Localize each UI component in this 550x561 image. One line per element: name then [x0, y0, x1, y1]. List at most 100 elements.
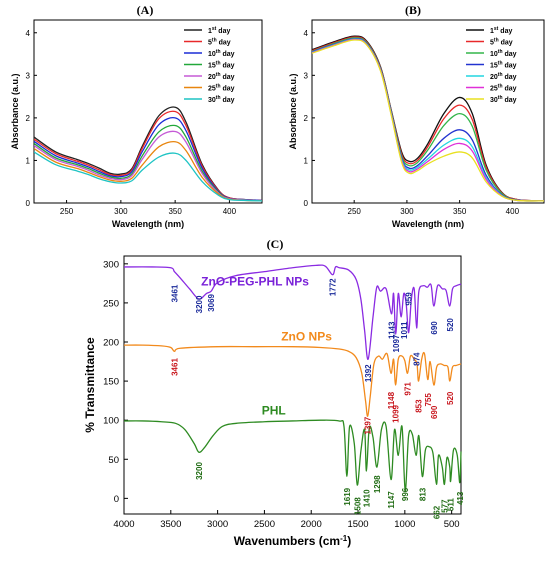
- y-tick-label: 4: [26, 29, 31, 38]
- peak-label-zno: 971: [404, 382, 413, 396]
- peak-label-phl: 1410: [362, 489, 371, 507]
- legend-entry: 15th day: [490, 61, 517, 70]
- peak-label-phl: 1619: [343, 487, 352, 505]
- y-tick-label: 2: [26, 114, 31, 123]
- series-line-7: [34, 151, 262, 202]
- y-tick-label: 50: [108, 455, 119, 466]
- series-line-1: [312, 35, 544, 202]
- peak-label-phl: 662: [432, 505, 441, 519]
- peak-label-zno: 1397: [364, 416, 373, 434]
- peak-label-zpp: 3461: [170, 284, 179, 302]
- y-axis-title: % Transmittance: [83, 337, 97, 433]
- x-tick-label: 350: [453, 207, 467, 216]
- y-tick-label: 1: [304, 156, 309, 165]
- x-tick-label: 500: [444, 519, 460, 530]
- peak-label-phl: 577: [440, 499, 449, 513]
- panel-label-b: (B): [405, 3, 421, 17]
- series-name-label: PHL: [262, 404, 286, 418]
- peak-label-zpp: 959: [405, 292, 414, 306]
- peak-label-zno: 853: [415, 399, 424, 413]
- peak-label-phl: 511: [447, 498, 456, 511]
- peak-label-phl: 1147: [387, 491, 396, 509]
- series-line-3: [312, 37, 544, 202]
- series-line-6: [34, 140, 262, 202]
- y-tick-label: 100: [103, 416, 119, 427]
- y-tick-label: 150: [103, 377, 119, 388]
- peak-label-zpp: 3200: [195, 295, 204, 313]
- x-tick-label: 2500: [254, 519, 275, 530]
- series-line-7: [312, 39, 544, 202]
- series-line-1: [34, 106, 262, 202]
- peak-label-zno: 1148: [387, 391, 396, 409]
- y-tick-label: 0: [304, 199, 309, 208]
- y-axis-title: Absorbance (a.u.): [288, 73, 298, 149]
- legend-entry: 20th day: [490, 72, 517, 81]
- peak-label-zno: 755: [424, 393, 433, 407]
- x-axis-title: Wavenumbers (cm-1): [234, 534, 351, 549]
- peak-label-zpp: 1097: [392, 334, 401, 352]
- x-tick-label: 350: [168, 207, 182, 216]
- series-name-label: ZnO-PEG-PHL NPs: [201, 275, 309, 289]
- peak-label-phl: 3200: [195, 462, 204, 480]
- y-tick-label: 2: [304, 114, 309, 123]
- x-tick-label: 300: [114, 207, 128, 216]
- peak-label-phl: 813: [418, 487, 427, 501]
- x-axis-title: Wavelength (nm): [112, 219, 184, 229]
- peak-label-zno: 3461: [170, 358, 179, 376]
- y-tick-label: 300: [103, 259, 119, 270]
- series-line-2: [312, 36, 544, 202]
- chart-c: 4000 3500 3000 2500 2000 1500 1000 500 0 50 100 150…: [83, 255, 465, 549]
- plot-frame: [311, 19, 545, 204]
- panel-label-a: (A): [137, 3, 154, 17]
- peak-label-zpp: 3069: [207, 293, 216, 311]
- series-line-2: [34, 110, 262, 202]
- peak-label-phl: 1508: [353, 497, 362, 515]
- peak-label-phl: 996: [401, 487, 410, 501]
- peak-label-zpp: 520: [446, 318, 455, 332]
- legend-entry: 20th day: [208, 72, 235, 81]
- peak-label-zpp: 690: [430, 321, 439, 335]
- legend-entry: 30th day: [490, 95, 517, 104]
- legend-entry: 1st day: [490, 26, 512, 35]
- peak-label-zno: 1099: [392, 404, 401, 422]
- legend-entry: 25th day: [490, 84, 517, 93]
- peak-label-zno: 520: [446, 391, 455, 405]
- y-tick-label: 3: [26, 71, 31, 80]
- x-tick-label: 4000: [113, 519, 134, 530]
- x-tick-label: 400: [506, 207, 520, 216]
- x-tick-label: 1000: [394, 519, 415, 530]
- x-axis-title: Wavelength (nm): [392, 219, 464, 229]
- panel-label-c: (C): [267, 237, 284, 251]
- legend-entry: 25th day: [208, 84, 235, 93]
- plot-frame: [123, 255, 462, 515]
- y-tick-label: 4: [304, 29, 309, 38]
- peak-label-zpp: 874: [413, 352, 422, 366]
- legend-entry: 30th day: [208, 95, 235, 104]
- x-tick-label: 1500: [347, 519, 368, 530]
- y-tick-label: 0: [114, 494, 119, 505]
- chart-a: 250 300 350 400 0 1 2 3 4 Wavelength (nm) Absorban…: [10, 19, 263, 229]
- legend-entry: 5th day: [208, 38, 231, 47]
- legend-entry: 5th day: [490, 38, 513, 47]
- peak-label-zno: 690: [430, 405, 439, 419]
- legend-entry: 15th day: [208, 61, 235, 70]
- chart-b: 250 300 350 400 0 1 2 3 4 Wavelength (nm) Absorban…: [288, 19, 545, 229]
- ftir-series-1: [123, 264, 462, 360]
- ftir-series-3: [123, 419, 462, 492]
- y-axis-title: Absorbance (a.u.): [10, 73, 20, 149]
- peak-label-phl: 1298: [373, 475, 382, 493]
- legend-entry: 1st day: [208, 26, 230, 35]
- peak-label-zpp: 1143: [387, 321, 396, 339]
- plot-frame: [33, 19, 263, 204]
- x-tick-label: 300: [400, 207, 414, 216]
- peak-label-phl: 413: [456, 491, 465, 505]
- x-tick-label: 250: [348, 207, 362, 216]
- x-tick-label: 2000: [301, 519, 322, 530]
- series-name-label: ZnO NPs: [281, 329, 332, 343]
- x-tick-label: 3500: [160, 519, 181, 530]
- x-tick-label: 400: [223, 207, 237, 216]
- x-tick-label: 3000: [207, 519, 228, 530]
- y-tick-label: 0: [26, 199, 31, 208]
- y-tick-label: 200: [103, 338, 119, 349]
